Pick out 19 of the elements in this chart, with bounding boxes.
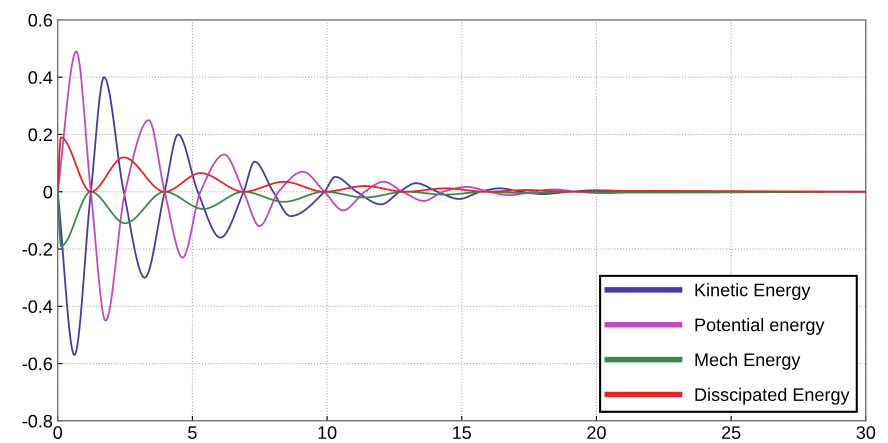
x-tick-label: 30 — [856, 426, 876, 439]
y-tick-label: -0.4 — [22, 300, 52, 314]
x-tick-label: 5 — [188, 426, 197, 439]
legend-label: Potential energy — [695, 318, 824, 335]
legend-label: Disscipated Energy — [695, 388, 850, 405]
x-tick-label: 10 — [318, 426, 336, 439]
x-tick-label: 0 — [53, 426, 62, 439]
y-tick-label: 0 — [44, 186, 52, 198]
x-tick-label: 25 — [722, 426, 740, 439]
x-tick-label: 15 — [453, 426, 472, 439]
legend-label: Kinetic Energy — [695, 283, 810, 300]
y-tick-label: 0.6 — [28, 14, 52, 27]
y-tick-label: -0.6 — [22, 358, 52, 370]
y-tick-label: -0.2 — [22, 242, 52, 256]
y-tick-label: 0.2 — [28, 128, 52, 142]
legend-label: Mech Energy — [695, 352, 800, 370]
y-tick-label: 0.4 — [28, 71, 52, 84]
x-tick-label: 20 — [587, 426, 606, 439]
y-tick-label: -0.8 — [22, 414, 52, 428]
